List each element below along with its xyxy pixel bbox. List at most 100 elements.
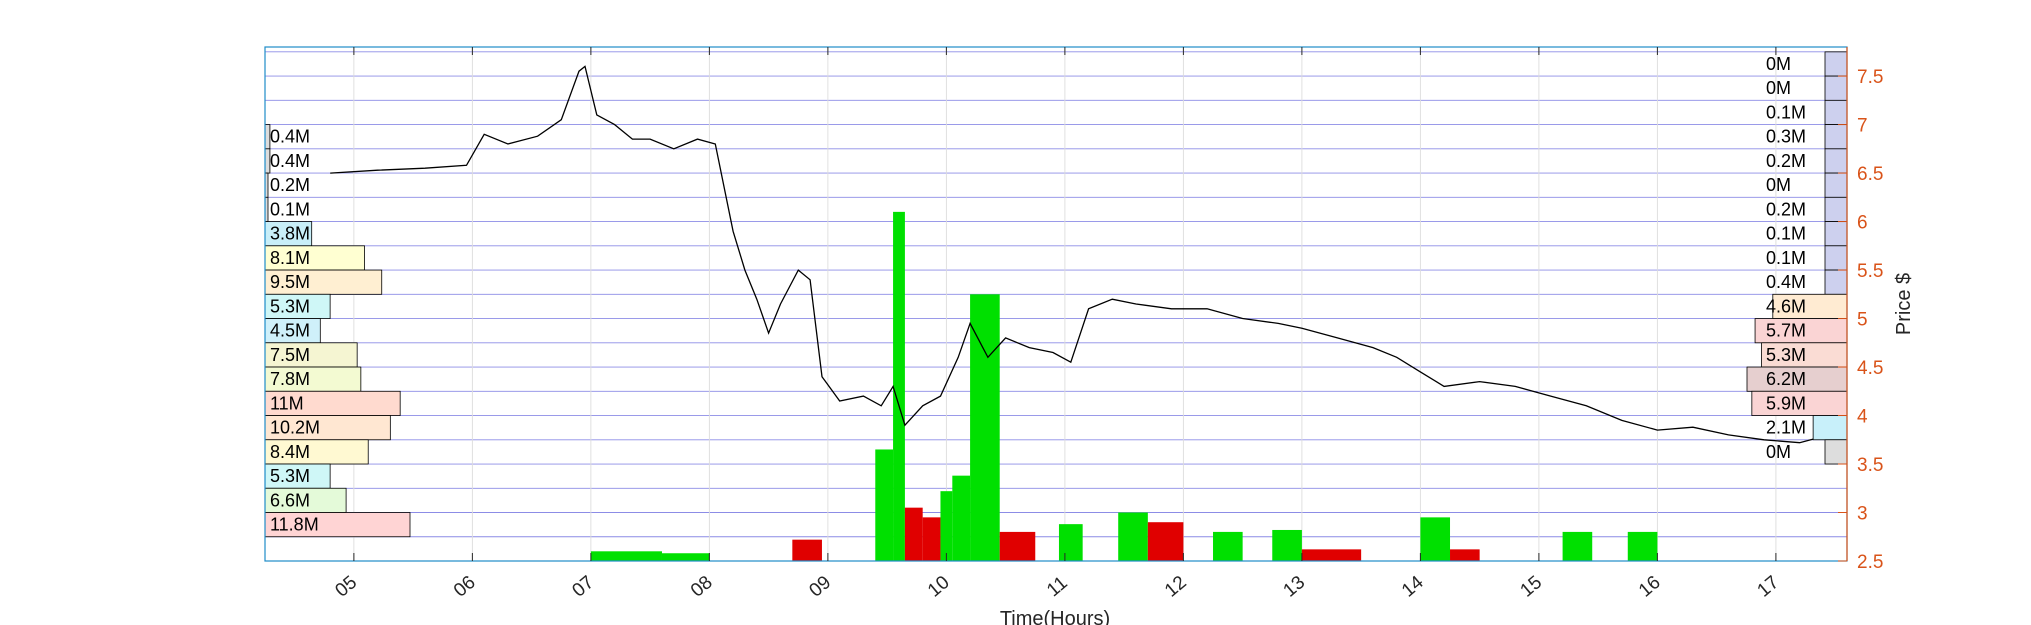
volume-profile-left-label: 0.4M [270, 151, 310, 171]
x-tick-label: 05 [331, 572, 361, 602]
volume-profile-right-label: 0.4M [1766, 272, 1806, 292]
volume-bar [970, 294, 1000, 561]
volume-profile-left-label: 3.8M [270, 224, 310, 244]
volume-profile-right-label: 5.3M [1766, 345, 1806, 365]
y-tick-label: 6.5 [1857, 164, 1883, 185]
x-tick-label: 12 [1161, 572, 1191, 602]
volume-profile-right-label: 0.1M [1766, 248, 1806, 268]
volume-profile-right-label: 0M [1766, 78, 1791, 98]
volume-profile-right-bar [1824, 196, 1848, 222]
volume-profile-right-bar [1824, 439, 1848, 465]
y-tick-label: 5.5 [1857, 261, 1883, 282]
x-tick-label: 14 [1398, 572, 1428, 602]
volume-bar [1147, 522, 1184, 561]
volume-profile-left-label: 0.4M [270, 127, 310, 147]
x-tick-label: 10 [924, 572, 954, 602]
x-axis-label: Time(Hours) [1000, 608, 1110, 625]
volume-profile-left-label: 0.2M [270, 175, 310, 195]
volume-profile-right-label: 5.7M [1766, 321, 1806, 341]
volume-profile-right-bar [1824, 148, 1848, 174]
volume-bar [1562, 531, 1593, 561]
y-tick-label: 6 [1857, 213, 1868, 234]
volume-profile-left-label: 7.5M [270, 345, 310, 365]
volume-profile-right-bar [1751, 390, 1848, 416]
volume-bar [792, 539, 822, 561]
volume-profile-right-bar [1754, 318, 1848, 344]
volume-profile-left-bar [264, 512, 411, 538]
y-axis-label: Price $ [1893, 273, 1915, 335]
volume-profile-right-label: 0.1M [1766, 224, 1806, 244]
volume-bars [590, 211, 1658, 561]
volume-profile-left-bar [264, 318, 321, 344]
volume-profile-left-bar [264, 269, 383, 295]
volume-profile-left-bar [264, 245, 365, 271]
y-tick-label: 3.5 [1857, 455, 1883, 476]
volume-bar [999, 531, 1036, 561]
volume-profile-right-label: 0M [1766, 442, 1791, 462]
volume-profile-right-bar [1824, 51, 1848, 77]
grid-lines [265, 47, 1847, 562]
x-tick-label: 09 [806, 572, 836, 602]
price-line-layer [330, 65, 1830, 444]
volume-bar [590, 551, 662, 561]
volume-bar [893, 211, 905, 561]
volume-profile-right-bar [1824, 124, 1848, 150]
y-tick-label: 4.5 [1857, 358, 1883, 379]
volume-profile-left-label: 6.6M [270, 490, 310, 510]
axes-box [264, 46, 1848, 562]
volume-bar [940, 491, 953, 561]
x-tick-label: 11 [1043, 572, 1072, 601]
volume-profile-left-label: 5.3M [270, 296, 310, 316]
volume-profile-right-label: 6.2M [1766, 369, 1806, 389]
volume-profile-left-label: 8.4M [270, 442, 310, 462]
volume-profile-left-bar [264, 390, 401, 416]
volume-bar [1118, 512, 1148, 561]
y-tick-label: 5 [1857, 310, 1868, 331]
y-tick-label: 7.5 [1857, 67, 1883, 88]
x-tick-label: 17 [1754, 572, 1784, 602]
volume-bar [1420, 517, 1451, 561]
volume-profile-left-bar [264, 366, 362, 392]
volume-profile-left-label: 10.2M [270, 418, 320, 438]
volume-profile-left-bar [264, 415, 391, 441]
volume-bar [1058, 524, 1083, 561]
volume-bar [1301, 549, 1362, 561]
volume-bar [952, 475, 971, 561]
x-tick-label: 06 [450, 572, 480, 602]
volume-profile-left-label: 5.3M [270, 466, 310, 486]
volume-bar [1627, 531, 1658, 561]
volume-profile-right-label: 0.3M [1766, 127, 1806, 147]
volume-profile-right-bar [1824, 221, 1848, 247]
volume-profile-right-bar [1812, 415, 1848, 441]
x-tick-label: 07 [568, 572, 598, 602]
volume-bar [661, 553, 710, 561]
volume-profile-left-label: 7.8M [270, 369, 310, 389]
y-tick-label: 4 [1857, 407, 1868, 428]
volume-profile-right-bar [1824, 269, 1848, 295]
x-tick-label: 16 [1635, 572, 1665, 602]
volume-profile-right-bar [1824, 172, 1848, 198]
volume-profile-left-label: 4.5M [270, 321, 310, 341]
volume-profile-right: 0M 0M 0.1M 0.3M 0.2M 0M 0.2M 0.1M 0.1M 0.4M 4.6M 5.… [1746, 51, 1848, 465]
volume-profile-left-label: 8.1M [270, 248, 310, 268]
volume-profile-left-label: 0.1M [270, 199, 310, 219]
volume-bar [875, 449, 894, 561]
volume-profile-left-label: 9.5M [270, 272, 310, 292]
volume-profile-right-label: 0M [1766, 54, 1791, 74]
x-tick-label: 08 [687, 572, 717, 602]
y-tick-label: 2.5 [1857, 552, 1883, 573]
volume-profile-left-bar [264, 463, 331, 489]
volume-profile-left-label: 11.8M [270, 515, 319, 535]
volume-profile-right-label: 5.9M [1766, 393, 1806, 413]
volume-profile-left-label: 11M [270, 393, 304, 413]
volume-profile-right-label: 0.2M [1766, 151, 1806, 171]
y-axis-ticks: 2.5 3 3.5 4 4.5 5 5.5 6 6.5 7 7.5 [1838, 47, 1883, 573]
price-line [330, 65, 1830, 444]
y-tick-label: 3 [1857, 504, 1868, 525]
x-axis-ticks: 05 06 07 08 09 10 11 12 13 14 15 16 17 [331, 47, 1783, 602]
volume-profile-right-label: 0.1M [1766, 102, 1806, 122]
y-tick-label: 7 [1857, 116, 1868, 137]
volume-bar [1272, 529, 1302, 561]
volume-bar [1450, 549, 1480, 561]
